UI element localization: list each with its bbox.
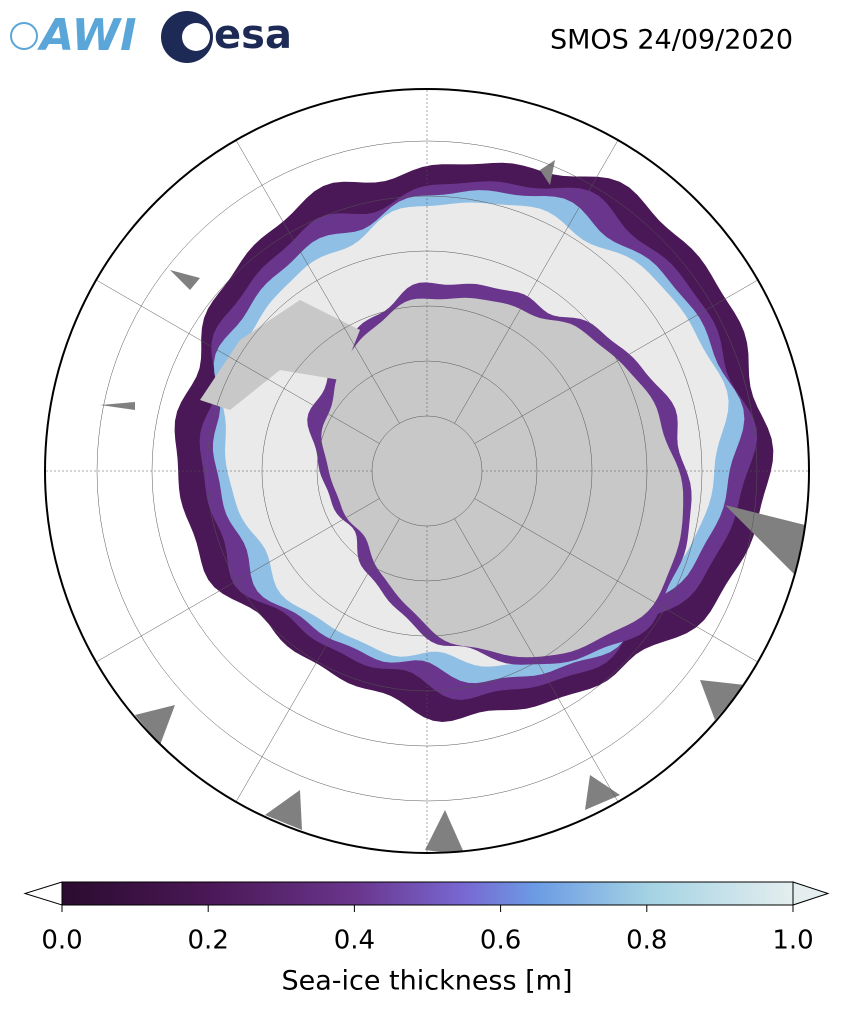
meridian: [454, 518, 628, 818]
landmass: [170, 270, 200, 290]
landmass: [135, 705, 175, 745]
meridian: [226, 518, 400, 818]
colorbar-tick-label: 1.0: [772, 926, 813, 956]
peninsula: [200, 300, 360, 410]
colorbar: Sea-ice thickness [m] 0.0 0.2 0.4 0.6 0.8 1.0: [23, 881, 830, 997]
esa-logo-text: esa: [214, 12, 292, 58]
colorbar-label: Sea-ice thickness [m]: [281, 966, 572, 997]
awi-logo: AWI: [10, 10, 137, 61]
parallel: [316, 360, 538, 582]
map-title: SMOS 24/09/2020: [550, 25, 793, 56]
meridian: [474, 270, 774, 444]
meridian: [454, 124, 628, 424]
colorbar-extend-min: [23, 881, 63, 906]
landmass: [100, 402, 135, 410]
esa-logo: esa: [161, 11, 292, 63]
meridian: [474, 498, 774, 672]
map-border: [44, 88, 810, 854]
colorbar-tick-label: 0.8: [626, 926, 667, 956]
landmass: [425, 810, 465, 853]
meridian: [80, 270, 380, 444]
colorbar-tick-label: 0.4: [334, 926, 375, 956]
colorbar-tick-label: 0.2: [188, 926, 229, 956]
landmass: [700, 680, 745, 720]
map: [45, 89, 809, 853]
landmass: [585, 775, 620, 810]
meridian: [80, 498, 380, 672]
landmass: [540, 160, 555, 185]
colorbar-extend-max: [792, 881, 830, 906]
landmass: [265, 790, 302, 830]
awi-logo-text: AWI: [37, 10, 137, 61]
meridian: [226, 124, 400, 424]
colorbar-tick-label: 0.0: [41, 926, 82, 956]
parallel: [96, 140, 758, 802]
landmass: [725, 505, 805, 575]
colorbar-ramp: [61, 881, 794, 906]
antarctica: [321, 297, 684, 658]
colorbar-tick-label: 0.6: [480, 926, 521, 956]
